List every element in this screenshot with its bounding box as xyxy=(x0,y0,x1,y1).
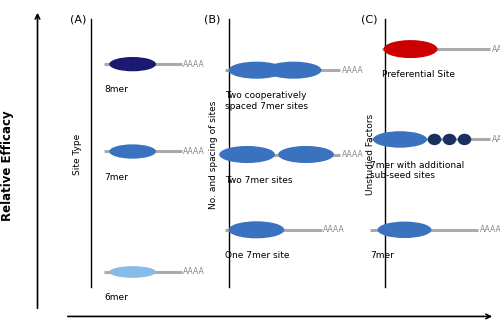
Text: AAAA: AAAA xyxy=(323,225,345,234)
Ellipse shape xyxy=(443,134,456,145)
Ellipse shape xyxy=(109,144,156,159)
Text: AAAA: AAAA xyxy=(492,45,500,54)
Text: Unstudied Factors: Unstudied Factors xyxy=(366,114,374,195)
Ellipse shape xyxy=(228,62,284,79)
Ellipse shape xyxy=(109,266,156,278)
Text: 7mer with additional
sub-seed sites: 7mer with additional sub-seed sites xyxy=(370,161,464,180)
Text: AAAA: AAAA xyxy=(184,60,205,69)
Text: Two cooperatively
spaced 7mer sites: Two cooperatively spaced 7mer sites xyxy=(226,91,308,111)
Text: (A): (A) xyxy=(70,15,86,24)
Ellipse shape xyxy=(109,57,156,71)
Text: 7mer: 7mer xyxy=(104,172,128,182)
Ellipse shape xyxy=(373,131,427,148)
Text: AAAA: AAAA xyxy=(184,147,205,156)
Text: Site Type: Site Type xyxy=(74,134,82,175)
Text: (B): (B) xyxy=(204,15,220,24)
Text: No. and spacing of sites: No. and spacing of sites xyxy=(208,100,218,209)
Text: 6mer: 6mer xyxy=(104,293,128,302)
Text: AAAA: AAAA xyxy=(342,66,363,75)
Text: One 7mer site: One 7mer site xyxy=(226,251,290,260)
Ellipse shape xyxy=(219,146,275,163)
Text: 8mer: 8mer xyxy=(104,85,128,94)
Ellipse shape xyxy=(266,62,322,79)
Ellipse shape xyxy=(428,134,442,145)
Ellipse shape xyxy=(278,146,334,163)
Text: 7mer: 7mer xyxy=(370,251,394,260)
Ellipse shape xyxy=(228,221,284,238)
Text: Preferential Site: Preferential Site xyxy=(382,70,455,79)
Text: AAAA: AAAA xyxy=(480,225,500,234)
Ellipse shape xyxy=(378,221,432,238)
Text: AAAA: AAAA xyxy=(492,135,500,144)
Text: AAAA: AAAA xyxy=(184,267,205,276)
Text: Relative Efficacy: Relative Efficacy xyxy=(1,110,14,221)
Text: (C): (C) xyxy=(361,15,378,24)
Ellipse shape xyxy=(458,134,471,145)
Text: AAAA: AAAA xyxy=(342,150,363,159)
Text: Two 7mer sites: Two 7mer sites xyxy=(226,175,293,185)
Ellipse shape xyxy=(384,40,438,58)
